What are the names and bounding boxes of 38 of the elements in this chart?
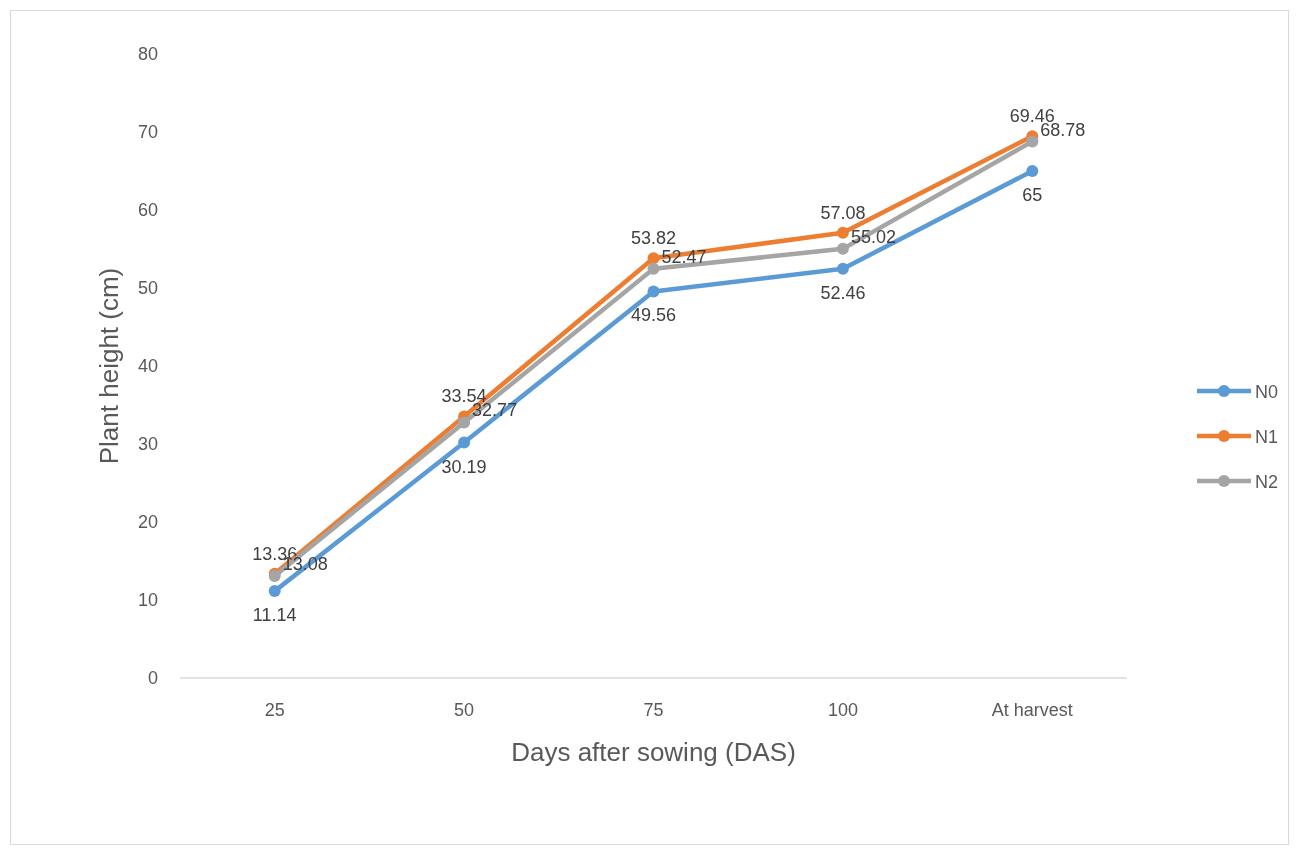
data-label: 53.82 — [630, 228, 677, 249]
x-tick-label: 25 — [264, 700, 285, 720]
point — [1026, 135, 1039, 148]
point — [836, 226, 849, 239]
y-tick-label: 50 — [137, 278, 158, 298]
data-label: 57.08 — [820, 202, 866, 223]
y-tick-label: 20 — [137, 512, 158, 532]
x-tick-label: 100 — [827, 700, 858, 720]
x-axis-title: Days after sowing (DAS) — [511, 737, 796, 767]
y-tick-label: 40 — [137, 356, 158, 376]
y-tick-label: 80 — [137, 44, 158, 64]
legend-label: N0 — [1255, 382, 1279, 402]
point — [458, 416, 471, 429]
legend-label: N2 — [1255, 472, 1279, 492]
point — [647, 262, 660, 275]
x-tick-label: 75 — [643, 700, 664, 720]
data-label: 52.46 — [820, 282, 866, 303]
data-label: 11.14 — [252, 605, 297, 626]
point — [836, 262, 849, 275]
y-tick-label: 60 — [137, 200, 158, 220]
y-tick-label: 70 — [137, 122, 158, 142]
point — [1026, 165, 1039, 177]
x-tick-label: 50 — [454, 700, 475, 720]
data-label: 30.19 — [441, 456, 487, 477]
y-tick-label: 10 — [137, 590, 158, 610]
point — [647, 252, 660, 265]
point — [268, 585, 281, 598]
point — [836, 242, 849, 255]
data-label: 65 — [1022, 185, 1043, 205]
data-label: 49.56 — [630, 305, 677, 326]
point — [647, 285, 660, 298]
y-axis-title: Plant height (cm) — [94, 267, 124, 465]
x-tick-label: At harvest — [991, 700, 1073, 720]
y-tick-label: 0 — [147, 668, 158, 688]
y-tick-label: 30 — [137, 434, 158, 454]
point — [458, 436, 471, 449]
legend-label: N1 — [1255, 427, 1279, 447]
data-label: 55.02 — [850, 226, 896, 247]
